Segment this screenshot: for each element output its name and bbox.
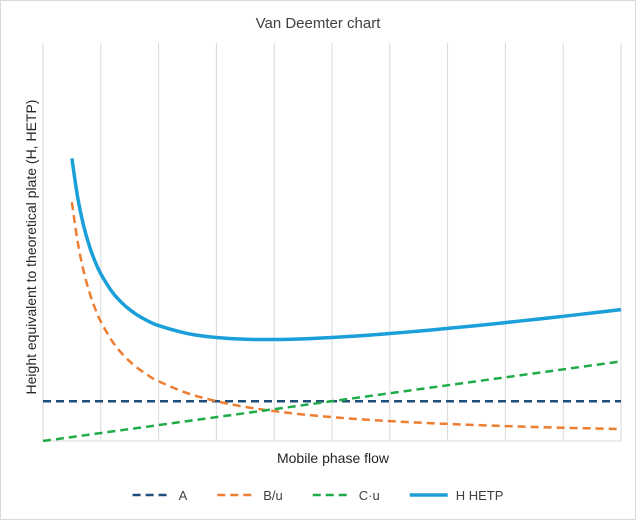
legend-item-h-hetp: H HETP	[409, 488, 504, 503]
legend-item-a: A	[132, 488, 188, 503]
y-axis-label: Height equivalent to theoretical plate (…	[23, 100, 39, 395]
x-axis-label: Mobile phase flow	[277, 450, 390, 466]
legend-label: C·u	[359, 488, 380, 503]
chart-title: Van Deemter chart	[256, 15, 382, 32]
series-layer	[42, 158, 622, 443]
series-line-c-u	[42, 360, 622, 443]
legend-item-c-u: C·u	[312, 488, 380, 503]
legend-item-b-u: B/u	[217, 488, 283, 503]
series-line-h-hetp	[70, 158, 622, 342]
legend-label: A	[179, 488, 188, 503]
grid-lines	[42, 43, 622, 441]
legend-label: B/u	[263, 488, 283, 503]
legend-label: H HETP	[456, 488, 504, 503]
legend: A B/u C·u H HETP	[132, 488, 504, 503]
series-line-b-u	[70, 202, 622, 431]
